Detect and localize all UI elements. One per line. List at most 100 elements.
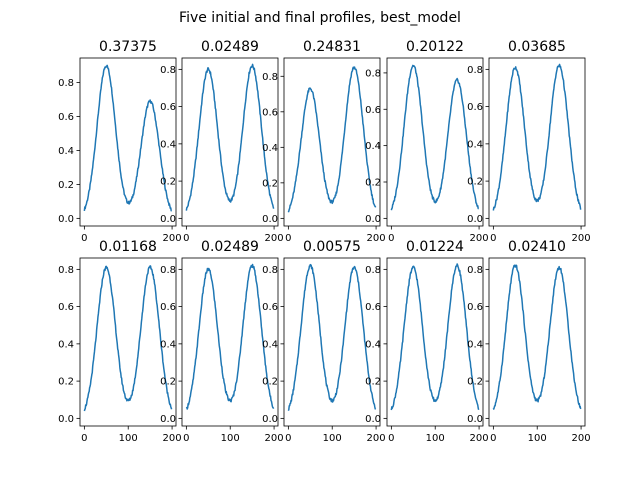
- series-line: [390, 64, 479, 211]
- subplot-8: 0.00575 0.0 0.2 0.4 0.6 0.8 0 100 200: [262, 239, 386, 444]
- series-line: [492, 63, 582, 211]
- y-tick-label: 0.4: [58, 339, 74, 350]
- axes-frame: [488, 57, 586, 227]
- subplot-title: 0.01224: [406, 239, 464, 255]
- x-tick-label: 100: [119, 433, 138, 444]
- y-tick-label: 0.2: [467, 177, 483, 188]
- axes-frame: [283, 57, 381, 227]
- y-tick-label: 0.6: [58, 112, 74, 123]
- x-tick-label: 200: [572, 433, 591, 444]
- y-tick-label: 0.4: [262, 143, 278, 154]
- x-tick-label: 200: [470, 433, 489, 444]
- subplot-1: 0.37375 0.0 0.2 0.4 0.6 0.8 0 200: [58, 39, 182, 244]
- y-tick-label: 0.6: [467, 302, 483, 313]
- subplot-9: 0.01224 0.0 0.2 0.4 0.6 0.8 0 100 200: [365, 239, 489, 444]
- x-tick-label: 100: [221, 433, 240, 444]
- x-tick-label: 0: [81, 233, 87, 244]
- subplot-title: 0.00575: [303, 239, 361, 255]
- y-tick-label: 0.8: [160, 265, 176, 276]
- series-line: [83, 265, 173, 412]
- y-tick-label: 0.0: [467, 414, 483, 425]
- subplot-6: 0.01168 0.0 0.2 0.4 0.6 0.8 0 100 200: [58, 239, 182, 444]
- x-tick-label: 0: [183, 433, 189, 444]
- y-tick-label: 0.4: [160, 339, 176, 350]
- y-tick-label: 0.8: [160, 65, 176, 76]
- y-tick-label: 0.2: [467, 377, 483, 388]
- series-line: [287, 66, 377, 213]
- axes-frame: [386, 57, 484, 227]
- subplot-7: 0.02489 0.0 0.2 0.4 0.6 0.8 0 100 200: [160, 239, 284, 444]
- y-tick-label: 0.4: [467, 339, 483, 350]
- y-tick-label: 0.6: [262, 302, 278, 313]
- y-tick-label: 0.4: [262, 339, 278, 350]
- x-tick-label: 100: [323, 433, 342, 444]
- series-line: [185, 63, 275, 211]
- x-tick-label: 200: [470, 233, 489, 244]
- subplot-title: 0.20122: [406, 39, 464, 55]
- subplot-title: 0.02410: [508, 239, 566, 255]
- y-tick-label: 0.2: [160, 377, 176, 388]
- y-tick-label: 0.2: [365, 377, 381, 388]
- y-tick-label: 0.8: [262, 265, 278, 276]
- y-tick-label: 0.2: [160, 177, 176, 188]
- y-tick-label: 0.4: [467, 139, 483, 150]
- y-tick-label: 0.4: [365, 339, 381, 350]
- y-tick-label: 0.2: [262, 377, 278, 388]
- y-tick-label: 0.6: [160, 102, 176, 113]
- y-tick-label: 0.6: [58, 302, 74, 313]
- y-tick-label: 0.4: [58, 146, 74, 157]
- y-tick-label: 0.0: [262, 414, 278, 425]
- y-tick-label: 0.0: [365, 214, 381, 225]
- series-line: [185, 263, 275, 410]
- y-tick-label: 0.4: [160, 139, 176, 150]
- x-tick-label: 200: [572, 233, 591, 244]
- x-tick-label: 200: [265, 433, 284, 444]
- y-tick-label: 0.0: [160, 214, 176, 225]
- series-line: [492, 264, 582, 410]
- x-tick-label: 100: [426, 433, 445, 444]
- y-tick-label: 0.0: [58, 414, 74, 425]
- x-tick-label: 0: [388, 433, 394, 444]
- x-tick-label: 0: [285, 233, 291, 244]
- y-tick-label: 0.0: [58, 214, 74, 225]
- y-tick-label: 0.6: [160, 302, 176, 313]
- y-tick-label: 0.8: [58, 265, 74, 276]
- y-tick-label: 0.6: [365, 105, 381, 116]
- subplot-title: 0.24831: [303, 39, 361, 55]
- x-tick-label: 200: [265, 233, 284, 244]
- x-tick-label: 200: [163, 233, 182, 244]
- subplot-title: 0.03685: [508, 39, 566, 55]
- y-tick-label: 0.8: [262, 72, 278, 83]
- series-line: [83, 64, 172, 212]
- y-tick-label: 0.0: [467, 214, 483, 225]
- y-tick-label: 0.2: [58, 377, 74, 388]
- x-tick-label: 200: [367, 233, 386, 244]
- series-line: [390, 263, 480, 411]
- subplot-title: 0.01168: [99, 239, 157, 255]
- subplot-title: 0.37375: [99, 39, 157, 55]
- axes-frame: [181, 57, 279, 227]
- y-tick-label: 0.8: [365, 68, 381, 79]
- y-tick-label: 0.2: [58, 180, 74, 191]
- x-tick-label: 0: [81, 433, 87, 444]
- axes-frame: [79, 57, 177, 227]
- x-tick-label: 0: [388, 233, 394, 244]
- x-tick-label: 200: [367, 433, 386, 444]
- y-tick-label: 0.0: [365, 414, 381, 425]
- y-tick-label: 0.2: [262, 178, 278, 189]
- y-tick-label: 0.8: [467, 265, 483, 276]
- y-tick-label: 0.8: [467, 65, 483, 76]
- y-tick-label: 0.8: [365, 265, 381, 276]
- y-tick-label: 0.4: [365, 141, 381, 152]
- subplot-title: 0.02489: [201, 239, 259, 255]
- x-tick-label: 0: [183, 233, 189, 244]
- x-tick-label: 100: [528, 433, 547, 444]
- y-tick-label: 0.6: [262, 107, 278, 118]
- x-tick-label: 0: [285, 433, 291, 444]
